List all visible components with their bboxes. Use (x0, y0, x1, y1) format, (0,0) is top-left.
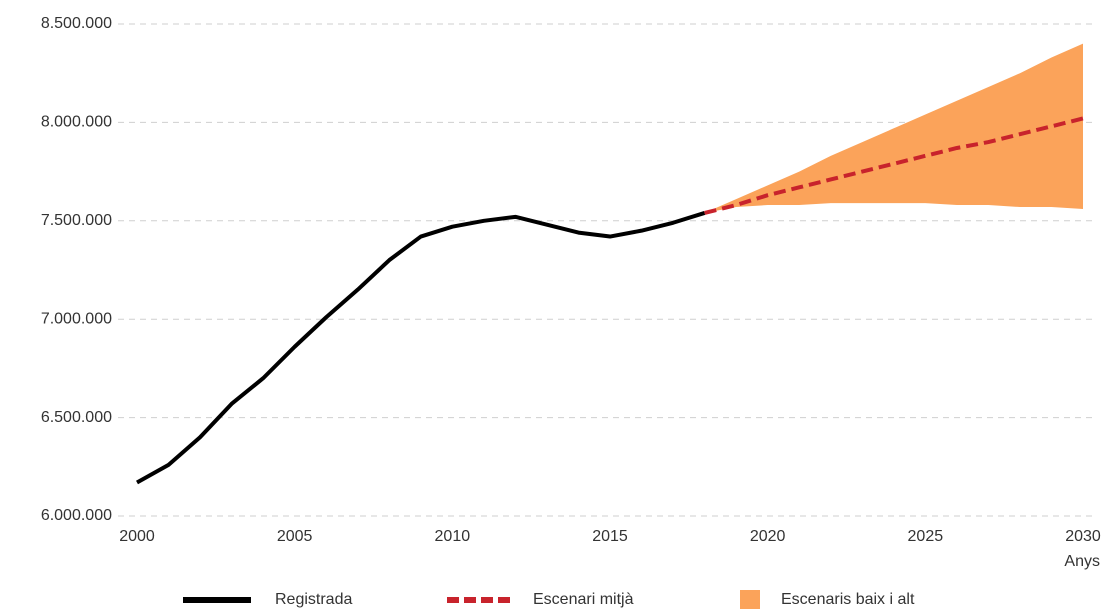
x-tick-label: 2015 (592, 528, 628, 545)
x-tick-label: 2010 (435, 528, 471, 545)
y-tick-label: 6.000.000 (41, 507, 112, 524)
legend-label: Escenari mitjà (533, 591, 634, 608)
legend-label: Registrada (275, 591, 352, 608)
y-tick-label: 7.500.000 (41, 212, 112, 229)
y-tick-label: 6.500.000 (41, 409, 112, 426)
series-line (704, 116, 1084, 215)
x-axis-label: Anys (1064, 553, 1100, 570)
band-area (704, 43, 1083, 213)
x-tick-label: 2025 (908, 528, 944, 545)
x-tick-label: 2000 (119, 528, 155, 545)
y-tick-label: 8.500.000 (41, 15, 112, 32)
y-tick-label: 8.000.000 (41, 114, 112, 131)
series-line (136, 211, 706, 485)
y-tick-label: 7.000.000 (41, 310, 112, 327)
legend-swatch (740, 590, 760, 609)
x-tick-label: 2020 (750, 528, 786, 545)
legend-label: Escenaris baix i alt (781, 591, 915, 608)
x-tick-label: 2005 (277, 528, 313, 545)
x-tick-label: 2030 (1065, 528, 1101, 545)
